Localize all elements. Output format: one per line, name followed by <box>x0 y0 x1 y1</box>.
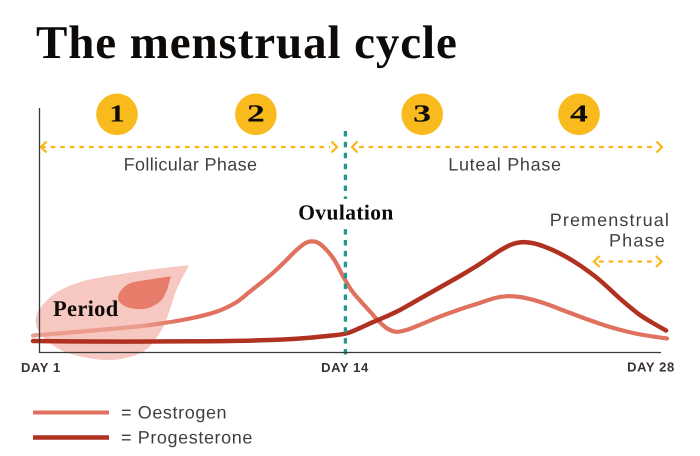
svg-text:1: 1 <box>109 101 125 128</box>
svg-text:Period: Period <box>53 296 119 321</box>
svg-text:= Oestrogen: = Oestrogen <box>121 403 227 423</box>
svg-text:= Progesterone: = Progesterone <box>121 428 253 448</box>
svg-text:Premenstrual: Premenstrual <box>550 210 670 230</box>
svg-text:Luteal Phase: Luteal Phase <box>448 155 561 175</box>
svg-text:2: 2 <box>247 101 265 128</box>
svg-text:DAY 14: DAY 14 <box>321 360 369 375</box>
svg-text:Ovulation: Ovulation <box>298 201 394 225</box>
svg-text:Follicular Phase: Follicular Phase <box>124 155 258 175</box>
svg-text:DAY 1: DAY 1 <box>21 360 61 375</box>
svg-text:3: 3 <box>413 101 431 128</box>
svg-text:4: 4 <box>570 101 588 128</box>
svg-text:Phase: Phase <box>609 231 666 251</box>
svg-text:DAY 28: DAY 28 <box>627 360 675 375</box>
svg-text:The menstrual cycle: The menstrual cycle <box>36 17 458 69</box>
